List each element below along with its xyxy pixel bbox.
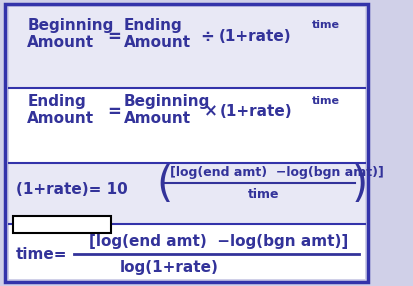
Text: time: time: [248, 188, 280, 201]
Text: Ending: Ending: [124, 18, 183, 33]
Text: (1+rate): (1+rate): [220, 104, 293, 119]
Text: ÷: ÷: [200, 28, 214, 46]
Text: [log(end amt)  −log(bgn amt)]: [log(end amt) −log(bgn amt)]: [88, 234, 348, 249]
Bar: [9, 7, 365, 88]
Text: ): ): [352, 164, 368, 206]
Text: Amount: Amount: [27, 35, 95, 50]
Text: log(1+rate): log(1+rate): [120, 260, 219, 275]
Text: time: time: [312, 96, 340, 106]
Bar: [9, 88, 365, 163]
Text: Amount: Amount: [124, 112, 191, 126]
Bar: [9, 163, 365, 224]
Bar: [9, 224, 365, 279]
Text: time=: time=: [16, 247, 68, 262]
Text: Amount: Amount: [124, 35, 191, 50]
Text: (1+rate): (1+rate): [218, 29, 291, 44]
Text: (1+rate)= 10: (1+rate)= 10: [16, 182, 128, 197]
Text: time: time: [312, 20, 340, 30]
Text: www.1728.com: www.1728.com: [30, 220, 94, 229]
Text: ×: ×: [204, 103, 218, 121]
Text: Beginning: Beginning: [124, 94, 210, 110]
Bar: [12, 216, 111, 233]
Text: =: =: [107, 28, 121, 46]
Text: Beginning: Beginning: [27, 18, 114, 33]
Text: (: (: [157, 164, 173, 206]
Text: =: =: [107, 103, 121, 121]
Text: Amount: Amount: [27, 112, 95, 126]
Text: Ending: Ending: [27, 94, 86, 110]
Text: [log(end amt)  −log(bgn amt)]: [log(end amt) −log(bgn amt)]: [170, 166, 384, 179]
